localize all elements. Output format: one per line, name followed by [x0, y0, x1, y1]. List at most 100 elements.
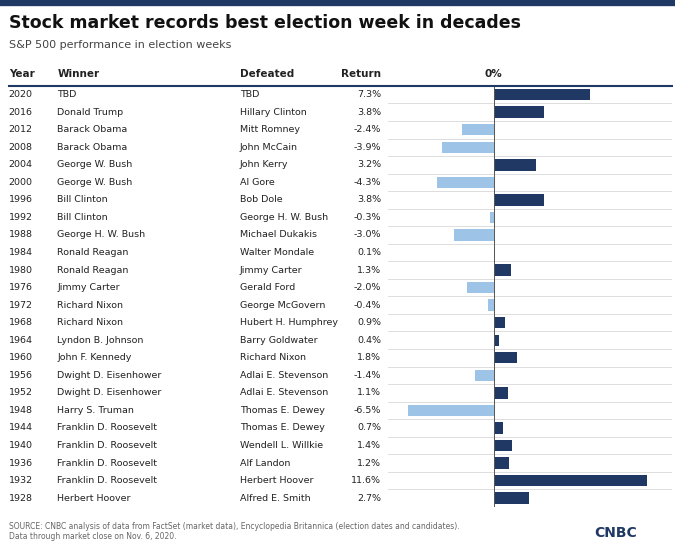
Bar [493, 194, 544, 206]
Text: Adlai E. Stevenson: Adlai E. Stevenson [240, 371, 328, 380]
Text: John F. Kennedy: John F. Kennedy [57, 353, 132, 362]
Bar [493, 106, 544, 118]
Text: Return: Return [342, 69, 381, 79]
Text: Stock market records best election week in decades: Stock market records best election week … [9, 14, 521, 32]
Text: George H. W. Bush: George H. W. Bush [240, 213, 328, 222]
Text: Richard Nixon: Richard Nixon [57, 301, 124, 310]
Text: Alf Landon: Alf Landon [240, 459, 290, 468]
Text: Barack Obama: Barack Obama [57, 125, 128, 134]
Text: Franklin D. Roosevelt: Franklin D. Roosevelt [57, 423, 157, 433]
Bar [493, 387, 508, 398]
Bar [493, 317, 506, 329]
Bar [493, 264, 511, 276]
Bar [493, 247, 495, 258]
Text: Richard Nixon: Richard Nixon [240, 353, 306, 362]
Text: John Kerry: John Kerry [240, 160, 288, 170]
Text: Walter Mondale: Walter Mondale [240, 248, 314, 257]
Text: Franklin D. Roosevelt: Franklin D. Roosevelt [57, 459, 157, 468]
Text: Barack Obama: Barack Obama [57, 143, 128, 152]
Text: -1.4%: -1.4% [354, 371, 381, 380]
Text: 1.8%: 1.8% [357, 353, 381, 362]
Text: Bill Clinton: Bill Clinton [57, 213, 108, 222]
Text: Barry Goldwater: Barry Goldwater [240, 336, 317, 345]
Text: Al Gore: Al Gore [240, 178, 274, 187]
Text: TBD: TBD [57, 90, 77, 99]
Text: 1968: 1968 [9, 318, 33, 327]
Text: 3.8%: 3.8% [357, 107, 381, 117]
Text: Harry S. Truman: Harry S. Truman [57, 406, 134, 415]
Text: -3.9%: -3.9% [354, 143, 381, 152]
Bar [475, 370, 493, 381]
Text: Hubert H. Humphrey: Hubert H. Humphrey [240, 318, 338, 327]
Text: 1964: 1964 [9, 336, 33, 345]
Bar [488, 300, 493, 311]
Bar [493, 159, 536, 171]
Text: 2000: 2000 [9, 178, 33, 187]
Text: Thomas E. Dewey: Thomas E. Dewey [240, 423, 325, 433]
Text: 0.7%: 0.7% [357, 423, 381, 433]
Text: Winner: Winner [57, 69, 99, 79]
Text: 1972: 1972 [9, 301, 33, 310]
Bar [437, 177, 493, 188]
Text: 1.3%: 1.3% [357, 265, 381, 275]
Text: Jimmy Carter: Jimmy Carter [57, 283, 120, 292]
Text: 1.4%: 1.4% [357, 441, 381, 450]
Text: Herbert Hoover: Herbert Hoover [240, 476, 313, 485]
Text: -0.3%: -0.3% [354, 213, 381, 222]
Bar [467, 282, 493, 293]
Text: George W. Bush: George W. Bush [57, 160, 132, 170]
Text: -2.4%: -2.4% [354, 125, 381, 134]
Text: Franklin D. Roosevelt: Franklin D. Roosevelt [57, 441, 157, 450]
Text: Mitt Romney: Mitt Romney [240, 125, 300, 134]
Text: 1996: 1996 [9, 196, 33, 204]
Bar [408, 405, 493, 416]
Bar [493, 440, 512, 451]
Text: Jimmy Carter: Jimmy Carter [240, 265, 302, 275]
Text: Alfred E. Smith: Alfred E. Smith [240, 494, 310, 502]
Text: Bob Dole: Bob Dole [240, 196, 282, 204]
Text: Gerald Ford: Gerald Ford [240, 283, 295, 292]
Text: Franklin D. Roosevelt: Franklin D. Roosevelt [57, 476, 157, 485]
Bar [493, 89, 590, 100]
Text: 3.2%: 3.2% [357, 160, 381, 170]
Text: John McCain: John McCain [240, 143, 298, 152]
Bar [493, 352, 517, 363]
Text: 1928: 1928 [9, 494, 33, 502]
Text: 1956: 1956 [9, 371, 33, 380]
Text: 1936: 1936 [9, 459, 33, 468]
Text: Year: Year [9, 69, 34, 79]
Text: Dwight D. Eisenhower: Dwight D. Eisenhower [57, 371, 162, 380]
Bar [454, 229, 493, 240]
Text: 2012: 2012 [9, 125, 33, 134]
Text: Thomas E. Dewey: Thomas E. Dewey [240, 406, 325, 415]
Text: Michael Dukakis: Michael Dukakis [240, 230, 317, 239]
Text: Bill Clinton: Bill Clinton [57, 196, 108, 204]
Bar [442, 142, 493, 153]
Text: Herbert Hoover: Herbert Hoover [57, 494, 131, 502]
Text: 1980: 1980 [9, 265, 33, 275]
Text: 1948: 1948 [9, 406, 33, 415]
Text: 1988: 1988 [9, 230, 33, 239]
Text: 0.9%: 0.9% [357, 318, 381, 327]
Text: 0.1%: 0.1% [357, 248, 381, 257]
Text: -4.3%: -4.3% [354, 178, 381, 187]
Bar [493, 493, 529, 504]
Text: George McGovern: George McGovern [240, 301, 325, 310]
Text: 1940: 1940 [9, 441, 33, 450]
Text: S&P 500 performance in election weeks: S&P 500 performance in election weeks [9, 40, 231, 50]
Bar [462, 124, 493, 135]
Text: 1.2%: 1.2% [357, 459, 381, 468]
Text: 1984: 1984 [9, 248, 33, 257]
Text: SOURCE: CNBC analysis of data from FactSet (market data), Encyclopedia Britannic: SOURCE: CNBC analysis of data from FactS… [9, 522, 460, 541]
Text: 2.7%: 2.7% [357, 494, 381, 502]
Bar [489, 212, 493, 223]
Text: 2008: 2008 [9, 143, 33, 152]
Text: -0.4%: -0.4% [354, 301, 381, 310]
Text: 1960: 1960 [9, 353, 33, 362]
Text: -6.5%: -6.5% [354, 406, 381, 415]
Text: George W. Bush: George W. Bush [57, 178, 132, 187]
Bar [493, 458, 510, 469]
Text: Adlai E. Stevenson: Adlai E. Stevenson [240, 388, 328, 397]
Text: 3.8%: 3.8% [357, 196, 381, 204]
Bar [493, 335, 499, 346]
